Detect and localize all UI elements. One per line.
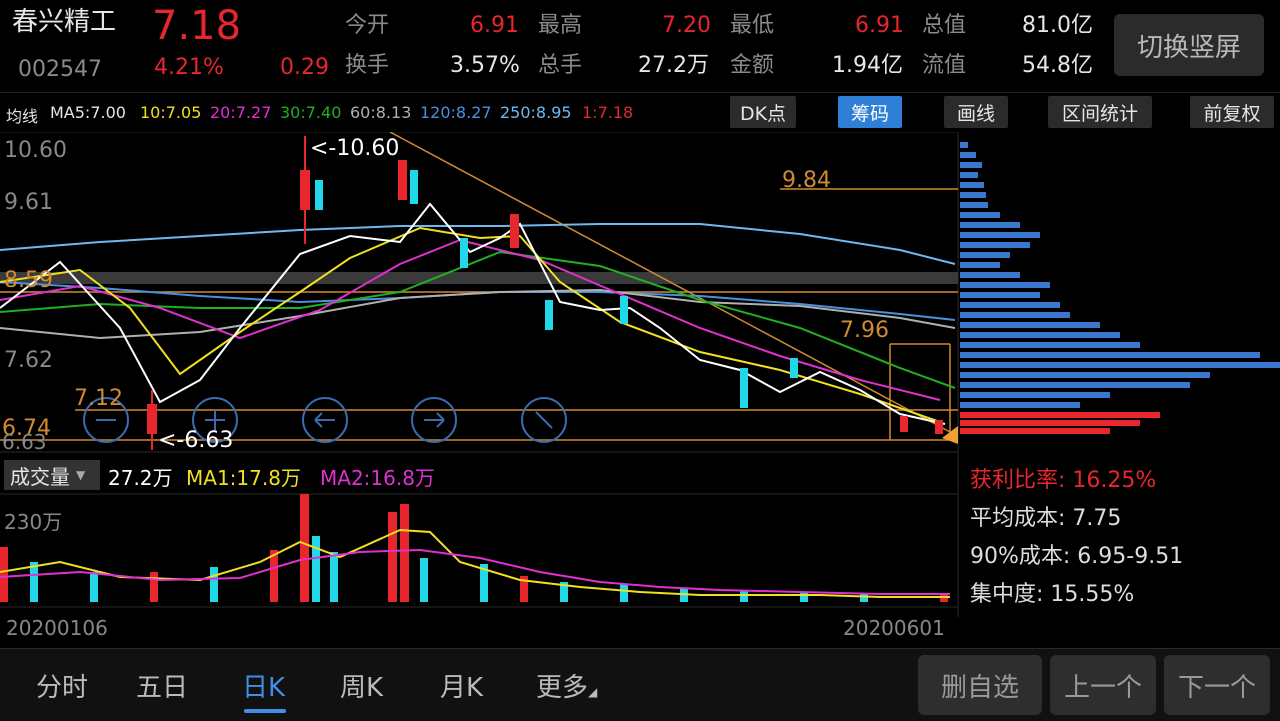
average-cost: 平均成本: 7.75 — [970, 506, 1122, 531]
change-value: 0.29 — [280, 55, 329, 80]
zoom-in-icon — [192, 397, 238, 443]
ma10-value: 10:7.05 — [140, 103, 202, 122]
change-pct: 4.21% — [154, 55, 224, 80]
chevron-down-icon: ▼ — [76, 468, 86, 482]
tab-daily-k[interactable]: 日K — [242, 673, 286, 703]
amount-value: 1.94亿 — [832, 53, 903, 78]
min-price-label: <-6.63 — [158, 428, 234, 453]
stock-price: 7.18 — [152, 3, 242, 49]
low-label: 最低 — [730, 13, 775, 38]
kline-chart[interactable] — [0, 132, 1280, 647]
tab-more-label: 更多 — [536, 673, 589, 703]
quote-header: 春兴精工 7.18 002547 4.21% 0.29 今开 6.91 换手 3… — [0, 0, 1280, 92]
dk-point-button[interactable]: DK点 — [730, 96, 796, 128]
turnover-value: 3.57% — [450, 53, 520, 78]
high-value: 7.20 — [662, 13, 711, 38]
pan-left-icon — [302, 397, 348, 443]
y-axis-label-4: 7.62 — [4, 348, 53, 373]
amount-label: 金额 — [730, 53, 775, 78]
volume-chart — [0, 494, 950, 602]
ma30-value: 30:7.40 — [280, 103, 342, 122]
open-value: 6.91 — [470, 13, 519, 38]
turnover-label: 换手 — [345, 53, 390, 78]
y-axis-label-3: 8.59 — [4, 268, 53, 293]
y-axis-label-bottom: 6.63 — [2, 430, 47, 454]
ma250-value: 250:8.95 — [500, 103, 572, 122]
volume-value: 27.2万 — [638, 53, 709, 78]
indicator-selector-label: 成交量 — [10, 464, 70, 489]
concentration: 集中度: 15.55% — [970, 582, 1135, 607]
volume-ma2: MA2:16.8万 — [320, 466, 435, 490]
stock-code: 002547 — [18, 57, 102, 82]
pan-right-icon — [411, 397, 457, 443]
zoom-out-icon — [83, 397, 129, 443]
ma-legend: 均线 MA5:7.00 10:7.05 20:7.27 30:7.40 60:8… — [0, 92, 1280, 133]
tab-five-day[interactable]: 五日 — [136, 673, 189, 703]
forward-adjust-button[interactable]: 前复权 — [1190, 96, 1274, 128]
draw-line-button[interactable]: 画线 — [944, 96, 1008, 128]
y-axis-label-top: 10.60 — [4, 138, 67, 163]
cost-90-range: 90%成本: 6.95-9.51 — [970, 544, 1184, 569]
caret-icon: ◢ — [588, 685, 598, 699]
chip-distribution — [960, 142, 1280, 434]
mktcap-value: 81.0亿 — [1022, 13, 1093, 38]
ma5-value: MA5:7.00 — [50, 103, 126, 122]
low-value: 6.91 — [855, 13, 904, 38]
volume-label: 总手 — [538, 53, 583, 78]
float-value: 54.8亿 — [1022, 53, 1093, 78]
reset-icon — [521, 397, 567, 443]
ma1-value: 1:7.18 — [582, 103, 634, 122]
stock-name: 春兴精工 — [12, 7, 117, 37]
line-label-796: 7.96 — [840, 318, 889, 343]
start-date: 20200106 — [6, 616, 108, 640]
previous-button[interactable]: 上一个 — [1050, 655, 1156, 715]
tab-intraday[interactable]: 分时 — [36, 673, 89, 703]
switch-portrait-button[interactable]: 切换竖屏 — [1114, 14, 1264, 76]
line-label-712: 7.12 — [74, 386, 123, 411]
remove-favorite-button[interactable]: 删自选 — [918, 655, 1042, 715]
mktcap-label: 总值 — [922, 13, 967, 38]
tab-monthly-k[interactable]: 月K — [440, 673, 484, 703]
ma20-value: 20:7.27 — [210, 103, 272, 122]
ma-title: 均线 — [6, 107, 39, 126]
tab-indicator — [244, 709, 286, 713]
chips-button[interactable]: 筹码 — [838, 96, 902, 128]
float-label: 流值 — [922, 53, 967, 78]
y-axis-label-5: 6.74 — [2, 416, 51, 441]
bottom-bar: 分时 五日 日K 周K 月K 更多◢ 删自选 上一个 下一个 — [0, 648, 1280, 721]
open-label: 今开 — [345, 13, 390, 38]
ma120-value: 120:8.27 — [420, 103, 492, 122]
end-date: 20200601 — [843, 616, 945, 640]
volume-today: 27.2万 — [108, 466, 173, 490]
high-label: 最高 — [538, 13, 583, 38]
max-price-label: <-10.60 — [310, 136, 400, 161]
volume-scale: 230万 — [4, 510, 63, 534]
profit-ratio: 获利比率: 16.25% — [970, 468, 1157, 493]
range-stats-button[interactable]: 区间统计 — [1048, 96, 1152, 128]
ma60-value: 60:8.13 — [350, 103, 412, 122]
indicator-selector[interactable]: 成交量 ▼ — [4, 460, 100, 490]
y-axis-label-2: 9.61 — [4, 190, 53, 215]
tab-weekly-k[interactable]: 周K — [340, 673, 384, 703]
volume-ma1: MA1:17.8万 — [186, 466, 301, 490]
next-button[interactable]: 下一个 — [1164, 655, 1270, 715]
tab-more[interactable]: 更多◢ — [536, 667, 597, 704]
line-label-984: 9.84 — [782, 168, 831, 193]
